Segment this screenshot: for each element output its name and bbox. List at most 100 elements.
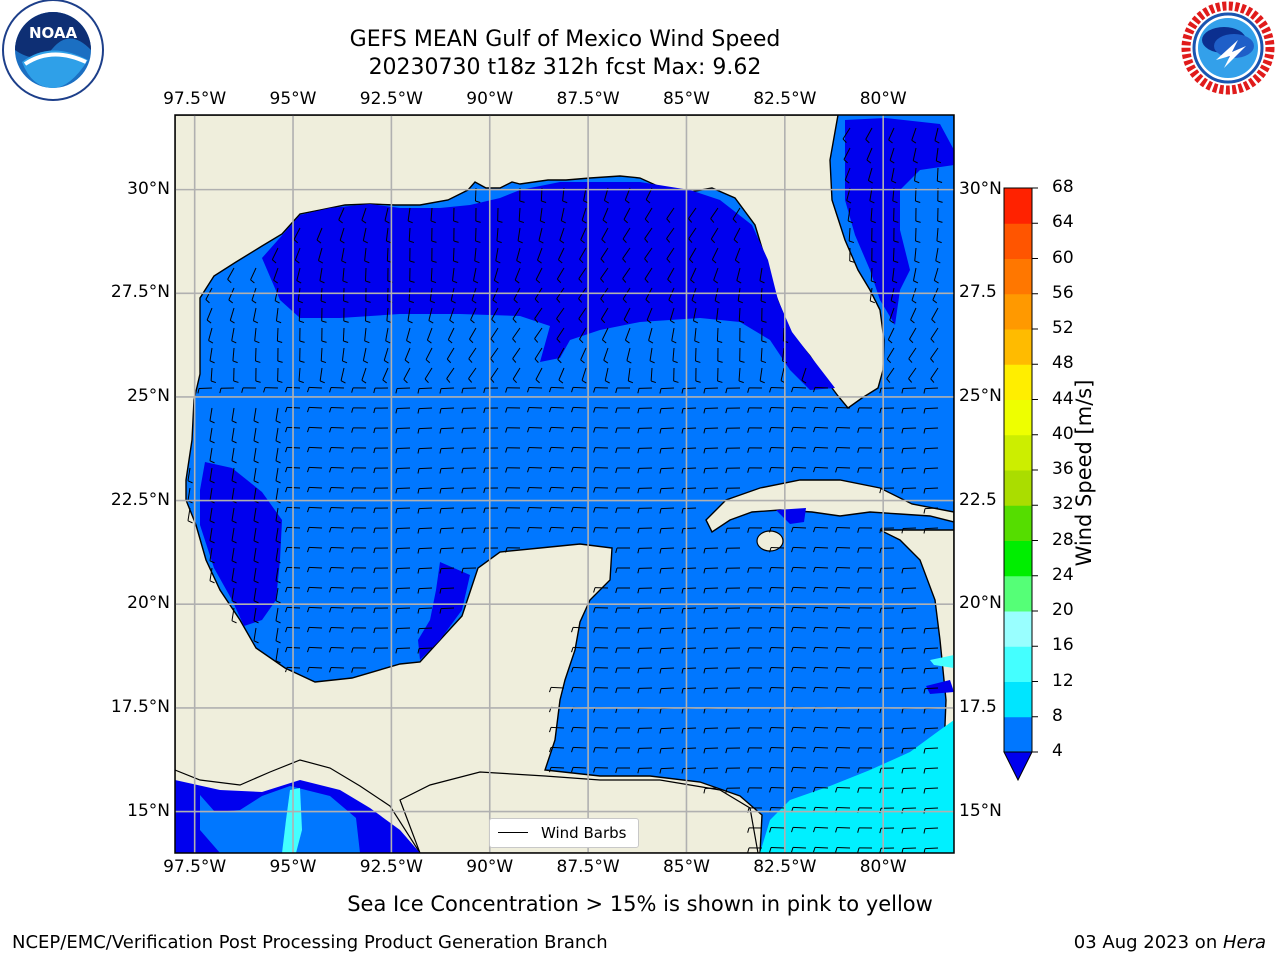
nws-logo-icon <box>1181 1 1275 95</box>
wind-barb <box>791 586 807 593</box>
wind-barb <box>791 666 807 673</box>
map-frame <box>174 114 955 854</box>
wind-barb <box>747 647 763 653</box>
wind-barb <box>209 447 215 464</box>
wind-barb <box>275 607 281 624</box>
longitude-label-bottom: 92.5°W <box>359 857 423 877</box>
wind-barb <box>428 307 434 324</box>
wind-barb <box>461 387 477 394</box>
wind-barb <box>430 267 437 284</box>
wind-barb <box>615 647 631 653</box>
wind-field-west <box>200 462 282 626</box>
wind-barb <box>365 287 371 303</box>
wind-barb <box>725 387 741 394</box>
wind-barb <box>769 567 785 573</box>
wind-barb <box>250 267 257 284</box>
wind-barb <box>490 327 499 343</box>
wind-barb <box>439 547 455 554</box>
wind-barb <box>703 607 719 614</box>
wind-barb <box>909 327 917 344</box>
wind-barb <box>857 527 873 533</box>
wind-barb <box>666 207 675 223</box>
longitude-label-top: 92.5°W <box>359 89 423 109</box>
longitude-label-top: 90°W <box>466 89 514 109</box>
wind-barb <box>936 227 942 244</box>
wind-barb <box>409 247 415 263</box>
wind-barb <box>209 427 215 444</box>
wind-barb <box>549 426 565 433</box>
chart-title: GEFS MEAN Gulf of Mexico Wind Speed <box>349 27 781 52</box>
wind-barb <box>835 767 851 773</box>
wind-barb <box>593 687 609 693</box>
noaa-logo: NOAA <box>0 0 106 106</box>
land-cuba <box>705 479 954 534</box>
wind-barb <box>747 827 763 833</box>
wind-barb <box>439 387 455 394</box>
wind-barb <box>571 686 587 693</box>
wind-barb <box>637 407 653 414</box>
wind-barb <box>581 207 587 224</box>
colorbar-extend-arrow <box>1003 751 1033 782</box>
wind-barb <box>857 407 873 413</box>
colorbar-tick-label: 32 <box>1052 494 1074 515</box>
wind-barb <box>307 626 323 633</box>
wind-barb <box>439 427 455 434</box>
wind-barb <box>307 646 323 653</box>
wind-barb <box>275 547 281 564</box>
wind-barb <box>935 147 942 164</box>
wind-barb <box>923 767 939 774</box>
wind-barb <box>615 407 631 413</box>
wind-barb <box>253 547 259 564</box>
wind-barb <box>666 227 675 243</box>
wind-barb <box>769 587 785 593</box>
colorbar-segment <box>1004 646 1032 682</box>
wind-barb <box>505 427 521 433</box>
wind-barb <box>673 367 679 383</box>
wind-barb <box>739 327 745 343</box>
colorbar-segment <box>1004 611 1032 647</box>
wind-barb <box>407 207 413 224</box>
wind-barb <box>695 367 701 383</box>
wind-barb <box>505 527 521 533</box>
wind-barb <box>681 647 697 654</box>
wind-barb <box>659 587 675 594</box>
wind-barb <box>835 787 851 793</box>
wind-barb <box>593 507 609 513</box>
wind-barb <box>637 627 653 634</box>
wind-barb <box>342 327 349 343</box>
wind-barb <box>431 227 437 243</box>
wind-barb <box>671 327 677 344</box>
wind-barb <box>659 427 675 434</box>
latitude-label-right: 22.5 <box>959 489 997 510</box>
wind-barb <box>560 207 566 224</box>
wind-barb <box>739 347 745 363</box>
wind-barb <box>835 687 851 693</box>
wind-barb <box>844 167 851 184</box>
wind-barb <box>813 406 829 413</box>
wind-barb <box>835 847 851 853</box>
wind-barb <box>835 467 851 473</box>
wind-barb <box>915 207 921 223</box>
wind-barb <box>923 787 939 794</box>
wind-barb <box>637 767 653 774</box>
wind-barb <box>769 787 785 793</box>
wind-barb <box>321 307 327 323</box>
wind-barb <box>534 307 543 323</box>
wind-barb <box>395 387 411 394</box>
colorbar-segment <box>1004 681 1032 718</box>
wind-barb <box>901 687 917 694</box>
longitude-label-top: 85°W <box>662 89 710 109</box>
wind-barb <box>843 147 851 164</box>
wind-barb <box>893 227 899 243</box>
wind-barb <box>395 567 411 574</box>
wind-barb <box>681 767 697 774</box>
latitude-label-left: 20°N <box>127 593 170 614</box>
wind-barb <box>505 547 521 553</box>
wind-barb <box>274 287 280 304</box>
wind-barb <box>505 447 521 453</box>
wind-barb <box>813 666 829 673</box>
wind-barb <box>571 526 587 533</box>
wind-barb <box>901 587 917 594</box>
wind-barb <box>901 787 917 794</box>
wind-barb <box>659 467 675 474</box>
